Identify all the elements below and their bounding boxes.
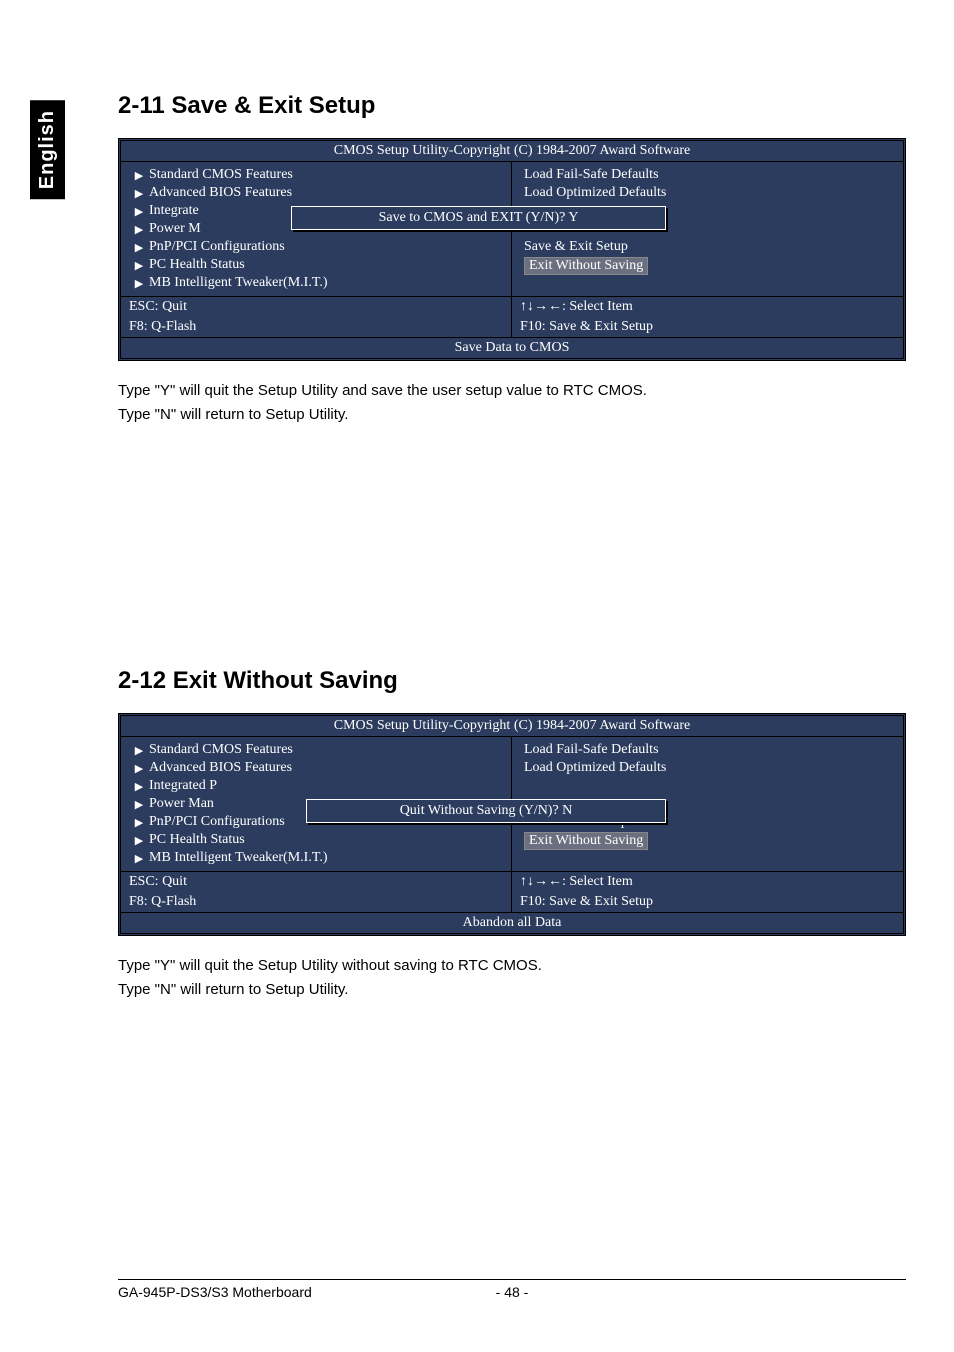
footer-page-number: - 48 - bbox=[496, 1284, 529, 1300]
menu-label: Integrate bbox=[149, 203, 199, 219]
menu-label: Integrated P bbox=[149, 778, 217, 794]
bios-screen-1: CMOS Setup Utility-Copyright (C) 1984-20… bbox=[118, 138, 906, 361]
arrow-icon: ▶ bbox=[129, 169, 149, 182]
language-tab: English bbox=[30, 100, 65, 199]
menu-item: ▶Standard CMOS Features bbox=[129, 166, 503, 184]
menu-label: Load Optimized Defaults bbox=[520, 184, 895, 202]
text-line: Type "N" will return to Setup Utility. bbox=[118, 978, 918, 1002]
menu-item: ▶MB Intelligent Tweaker(M.I.T.) bbox=[129, 274, 503, 292]
menu-item: ▶Advanced BIOS Features bbox=[129, 184, 503, 202]
arrow-icon: ▶ bbox=[129, 205, 149, 218]
section-exit-without-saving: 2-12 Exit Without Saving CMOS Setup Util… bbox=[118, 667, 918, 1002]
menu-label: Standard CMOS Features bbox=[149, 742, 293, 758]
menu-item: ▶PC Health Status bbox=[129, 831, 503, 849]
menu-label: Load Fail-Safe Defaults bbox=[520, 741, 895, 759]
arrow-icon: ▶ bbox=[129, 744, 149, 757]
footer-hint: F8: Q-Flash bbox=[121, 892, 512, 912]
arrow-icon: ▶ bbox=[129, 798, 149, 811]
menu-item: ▶Standard CMOS Features bbox=[129, 741, 503, 759]
arrow-icon: ▶ bbox=[129, 780, 149, 793]
text-line: Type "Y" will quit the Setup Utility and… bbox=[118, 379, 918, 403]
menu-item: ▶PC Health Status bbox=[129, 256, 503, 274]
menu-label: PnP/PCI Configurations bbox=[149, 239, 285, 255]
arrow-icon: ▶ bbox=[129, 223, 149, 236]
bios-footer-row: F8: Q-Flash F10: Save & Exit Setup bbox=[121, 317, 903, 337]
menu-label: Standard CMOS Features bbox=[149, 167, 293, 183]
arrow-icon: ▶ bbox=[129, 834, 149, 847]
section-title: 2-11 Save & Exit Setup bbox=[118, 92, 918, 120]
arrow-icon: ▶ bbox=[129, 762, 149, 775]
menu-item: ▶MB Intelligent Tweaker(M.I.T.) bbox=[129, 849, 503, 867]
bios-footer-row: ESC: Quit ↑↓→←: Select Item bbox=[121, 871, 903, 892]
menu-item: ▶PnP/PCI Configurations bbox=[129, 238, 503, 256]
arrow-icon: ▶ bbox=[129, 816, 149, 829]
menu-label: Power M bbox=[149, 221, 201, 237]
bios-footer-row: ESC: Quit ↑↓→←: Select Item bbox=[121, 296, 903, 317]
arrow-icon: ▶ bbox=[129, 277, 149, 290]
page-footer: GA-945P-DS3/S3 Motherboard - 48 - bbox=[118, 1279, 906, 1300]
section-save-exit: 2-11 Save & Exit Setup CMOS Setup Utilit… bbox=[118, 92, 918, 427]
highlighted-menu: Exit Without Saving bbox=[524, 832, 648, 850]
footer-hint: F10: Save & Exit Setup bbox=[512, 892, 903, 912]
bios-header: CMOS Setup Utility-Copyright (C) 1984-20… bbox=[121, 141, 903, 162]
menu-label: PC Health Status bbox=[149, 257, 245, 273]
confirm-dialog: Save to CMOS and EXIT (Y/N)? Y bbox=[291, 206, 666, 230]
bios-footer-row: F8: Q-Flash F10: Save & Exit Setup bbox=[121, 892, 903, 912]
arrow-icon: ▶ bbox=[129, 259, 149, 272]
bios-bottom-hint: Save Data to CMOS bbox=[121, 337, 903, 358]
menu-label: MB Intelligent Tweaker(M.I.T.) bbox=[149, 850, 328, 866]
menu-item: ▶Advanced BIOS Features bbox=[129, 759, 503, 777]
main-content: 2-11 Save & Exit Setup CMOS Setup Utilit… bbox=[118, 92, 918, 1002]
footer-hint: F8: Q-Flash bbox=[121, 317, 512, 337]
arrow-icon: ▶ bbox=[129, 852, 149, 865]
bios-body: ▶Standard CMOS Features ▶Advanced BIOS F… bbox=[121, 162, 903, 296]
menu-label: Exit Without Saving bbox=[520, 256, 895, 276]
bios-bottom-hint: Abandon all Data bbox=[121, 912, 903, 933]
arrow-icon: ▶ bbox=[129, 187, 149, 200]
menu-label: Load Fail-Safe Defaults bbox=[520, 166, 895, 184]
text-line: Type "Y" will quit the Setup Utility wit… bbox=[118, 954, 918, 978]
body-text: Type "Y" will quit the Setup Utility wit… bbox=[118, 954, 918, 1002]
menu-label: PnP/PCI Configurations bbox=[149, 814, 285, 830]
confirm-dialog: Quit Without Saving (Y/N)? N bbox=[306, 799, 666, 823]
bios-header: CMOS Setup Utility-Copyright (C) 1984-20… bbox=[121, 716, 903, 737]
menu-label: MB Intelligent Tweaker(M.I.T.) bbox=[149, 275, 328, 291]
text-line: Type "N" will return to Setup Utility. bbox=[118, 403, 918, 427]
menu-label: Advanced BIOS Features bbox=[149, 185, 292, 201]
menu-item: ▶Integrated P bbox=[129, 777, 503, 795]
menu-label: Load Optimized Defaults bbox=[520, 759, 895, 777]
highlighted-menu: Exit Without Saving bbox=[524, 257, 648, 275]
bios-screen-2: CMOS Setup Utility-Copyright (C) 1984-20… bbox=[118, 713, 906, 936]
arrow-icon: ▶ bbox=[129, 241, 149, 254]
footer-hint: ↑↓→←: Select Item bbox=[512, 872, 903, 892]
menu-label: PC Health Status bbox=[149, 832, 245, 848]
footer-hint: ESC: Quit bbox=[121, 872, 512, 892]
footer-hint: ↑↓→←: Select Item bbox=[512, 297, 903, 317]
section-title: 2-12 Exit Without Saving bbox=[118, 667, 918, 695]
footer-hint: ESC: Quit bbox=[121, 297, 512, 317]
body-text: Type "Y" will quit the Setup Utility and… bbox=[118, 379, 918, 427]
footer-hint: F10: Save & Exit Setup bbox=[512, 317, 903, 337]
menu-label: Advanced BIOS Features bbox=[149, 760, 292, 776]
bios-body: ▶Standard CMOS Features ▶Advanced BIOS F… bbox=[121, 737, 903, 871]
menu-label: Power Man bbox=[149, 796, 214, 812]
menu-label: Save & Exit Setup bbox=[520, 238, 895, 256]
menu-label: Exit Without Saving bbox=[520, 831, 895, 851]
